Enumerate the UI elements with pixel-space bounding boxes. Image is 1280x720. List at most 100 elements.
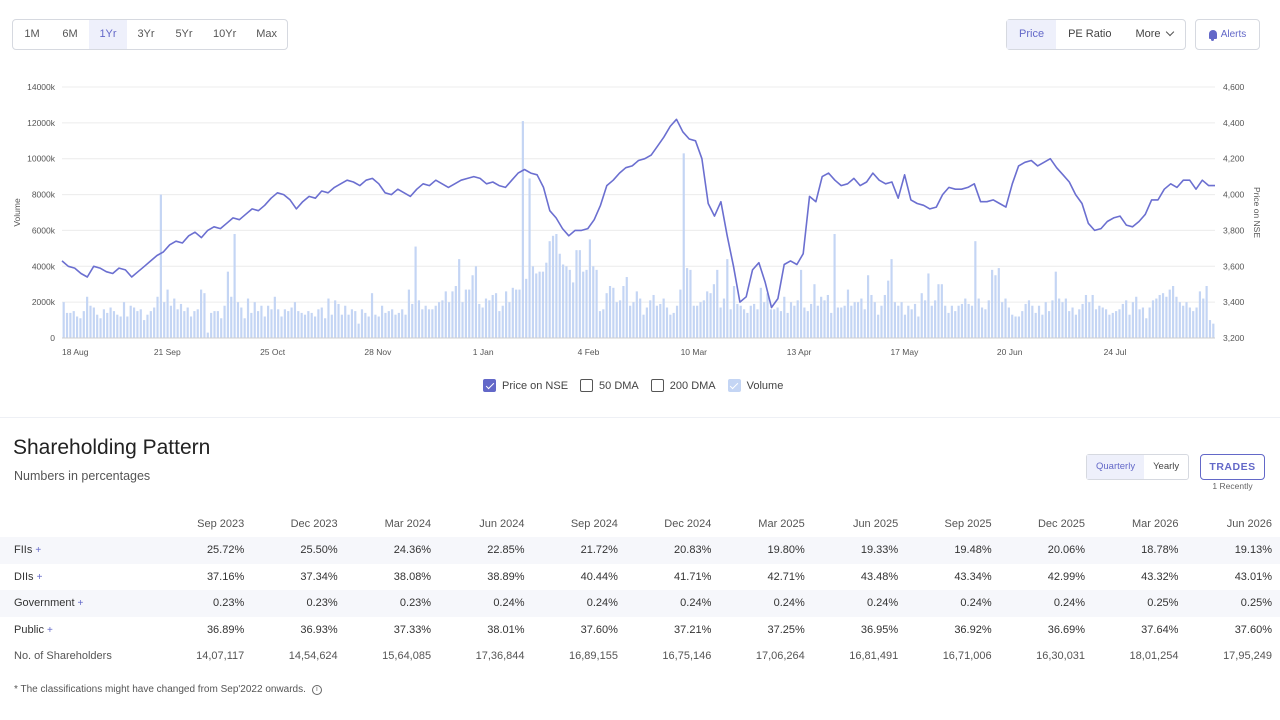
column-header: Mar 2024 [384, 517, 432, 530]
range-1m-button[interactable]: 1M [24, 28, 40, 40]
row-label[interactable]: Government + [0, 590, 160, 617]
legend-volume-toggle[interactable]: Volume [727, 379, 783, 392]
volume-bar [1108, 314, 1111, 338]
shareholders-row: No. of Shareholders 14,07,117 14,54,624 15,… [0, 643, 1280, 670]
volume-bar [960, 303, 964, 338]
row-label[interactable]: Public + [0, 617, 160, 644]
more-dropdown[interactable]: More [1123, 20, 1184, 49]
y-tick-label-right: 4,200 [1223, 154, 1245, 164]
alerts-button[interactable]: Alerts [1195, 19, 1260, 50]
volume-bar [1041, 314, 1044, 338]
volume-bar [548, 241, 551, 338]
range-6m-button[interactable]: 6M [62, 28, 78, 40]
volume-bar [910, 309, 913, 338]
volume-bar [850, 305, 853, 338]
expand-plus-icon[interactable]: + [36, 571, 43, 583]
x-tick-label: 4 Feb [578, 347, 600, 357]
table-cell: 36.93% [300, 623, 338, 636]
volume-bar [92, 307, 95, 338]
volume-bar [86, 296, 89, 338]
volume-bar [622, 286, 625, 338]
table-cell: 22.85% [439, 537, 533, 564]
row-label[interactable]: DIIs + [0, 564, 160, 591]
volume-bar [907, 305, 910, 338]
volume-bar [749, 305, 752, 338]
volume-bar [270, 309, 273, 338]
volume-bar [1011, 314, 1014, 338]
volume-bar [860, 298, 863, 338]
volume-bar [665, 307, 669, 338]
price-chart-panel: 1M 6M 1Yr 3Yr 5Yr 10Yr Max Price PE Rati… [0, 0, 1280, 418]
volume-bar [464, 289, 467, 338]
volume-bar [1004, 298, 1007, 338]
volume-bar [153, 307, 156, 338]
volume-bar [843, 305, 846, 338]
volume-bar [789, 302, 793, 338]
row-label[interactable]: FIIs + [0, 537, 160, 564]
volume-bar [65, 312, 69, 338]
volume-bar [179, 303, 183, 338]
quarterly-button[interactable]: Quarterly [1087, 455, 1145, 479]
volume-bar [880, 305, 883, 338]
x-tick-label: 17 May [890, 347, 919, 357]
table-row[interactable]: Public +36.89% 36.93% 37.33% 38.01% 37.60% 37.… [0, 617, 1280, 644]
range-10yr-button[interactable]: 10Yr [213, 28, 237, 40]
volume-bar [267, 305, 270, 338]
price-view-button[interactable]: Price [1007, 20, 1057, 49]
volume-bar [934, 300, 937, 338]
volume-bar [602, 309, 605, 338]
volume-bar [1027, 300, 1031, 338]
volume-bar [169, 305, 173, 338]
trades-button[interactable]: TRADES [1200, 454, 1265, 480]
legend-200dma-toggle[interactable]: 200 DMA [650, 379, 716, 392]
volume-bar [220, 318, 223, 338]
table-row[interactable]: Government +0.23% 0.23% 0.23% 0.24% 0.24% 0.24… [0, 590, 1280, 617]
expand-plus-icon[interactable]: + [77, 598, 84, 610]
range-3yr-button[interactable]: 3Yr [137, 28, 155, 40]
volume-bar [692, 305, 695, 338]
table-cell: 37.64% [1141, 623, 1179, 636]
range-max-button[interactable]: Max [256, 28, 278, 40]
expand-plus-icon[interactable]: + [46, 624, 53, 636]
volume-bar [773, 309, 776, 338]
volume-bar [726, 259, 729, 338]
table-cell: 0.25% [1093, 590, 1187, 617]
range-5yr-button[interactable]: 5Yr [175, 28, 193, 40]
volume-bar [729, 309, 732, 338]
volume-bar [686, 268, 689, 338]
range-1yr-button[interactable]: 1Yr [89, 20, 127, 49]
volume-bar [1111, 312, 1114, 338]
y-tick-label-right: 3,800 [1223, 225, 1245, 235]
table-cell: 21.72% [532, 537, 626, 564]
column-header: Dec 2025 [1037, 517, 1086, 530]
volume-bar [72, 311, 75, 338]
volume-bar [434, 305, 437, 338]
volume-bar [62, 302, 65, 338]
table-cell: 42.99% [1047, 570, 1086, 583]
table-row[interactable]: FIIs +25.72% 25.50% 24.36% 22.85% 21.72% 20.83… [0, 537, 1280, 564]
table-cell: 0.24% [532, 590, 626, 617]
column-header: Sep 2024 [570, 517, 618, 530]
volume-bar [210, 312, 213, 338]
volume-bar [551, 235, 555, 338]
legend-price-toggle[interactable]: Price on NSE [483, 379, 568, 392]
volume-bar [112, 311, 116, 338]
volume-bar [964, 298, 967, 338]
y-axis-label-right: Price on NSE [1252, 187, 1262, 238]
expand-plus-icon[interactable]: + [35, 545, 42, 557]
legend-50dma-toggle[interactable]: 50 DMA [580, 379, 639, 392]
table-cell: 16,30,031 [1036, 650, 1086, 663]
volume-bar [1212, 323, 1215, 338]
volume-bar [585, 269, 588, 338]
checkbox-checked-icon [727, 379, 741, 392]
pe-ratio-view-button[interactable]: PE Ratio [1068, 28, 1112, 40]
trades-count: 1 Recently [1212, 481, 1253, 491]
volume-bar [1001, 302, 1004, 338]
volume-bar [367, 316, 370, 338]
volume-bar [196, 309, 199, 338]
volume-bar [994, 275, 997, 338]
yearly-button[interactable]: Yearly [1153, 461, 1180, 472]
info-icon[interactable]: i [311, 684, 322, 695]
table-cell: 43.01% [1234, 570, 1272, 583]
table-row[interactable]: DIIs +37.16% 37.34% 38.08% 38.89% 40.44% 41.71… [0, 564, 1280, 591]
